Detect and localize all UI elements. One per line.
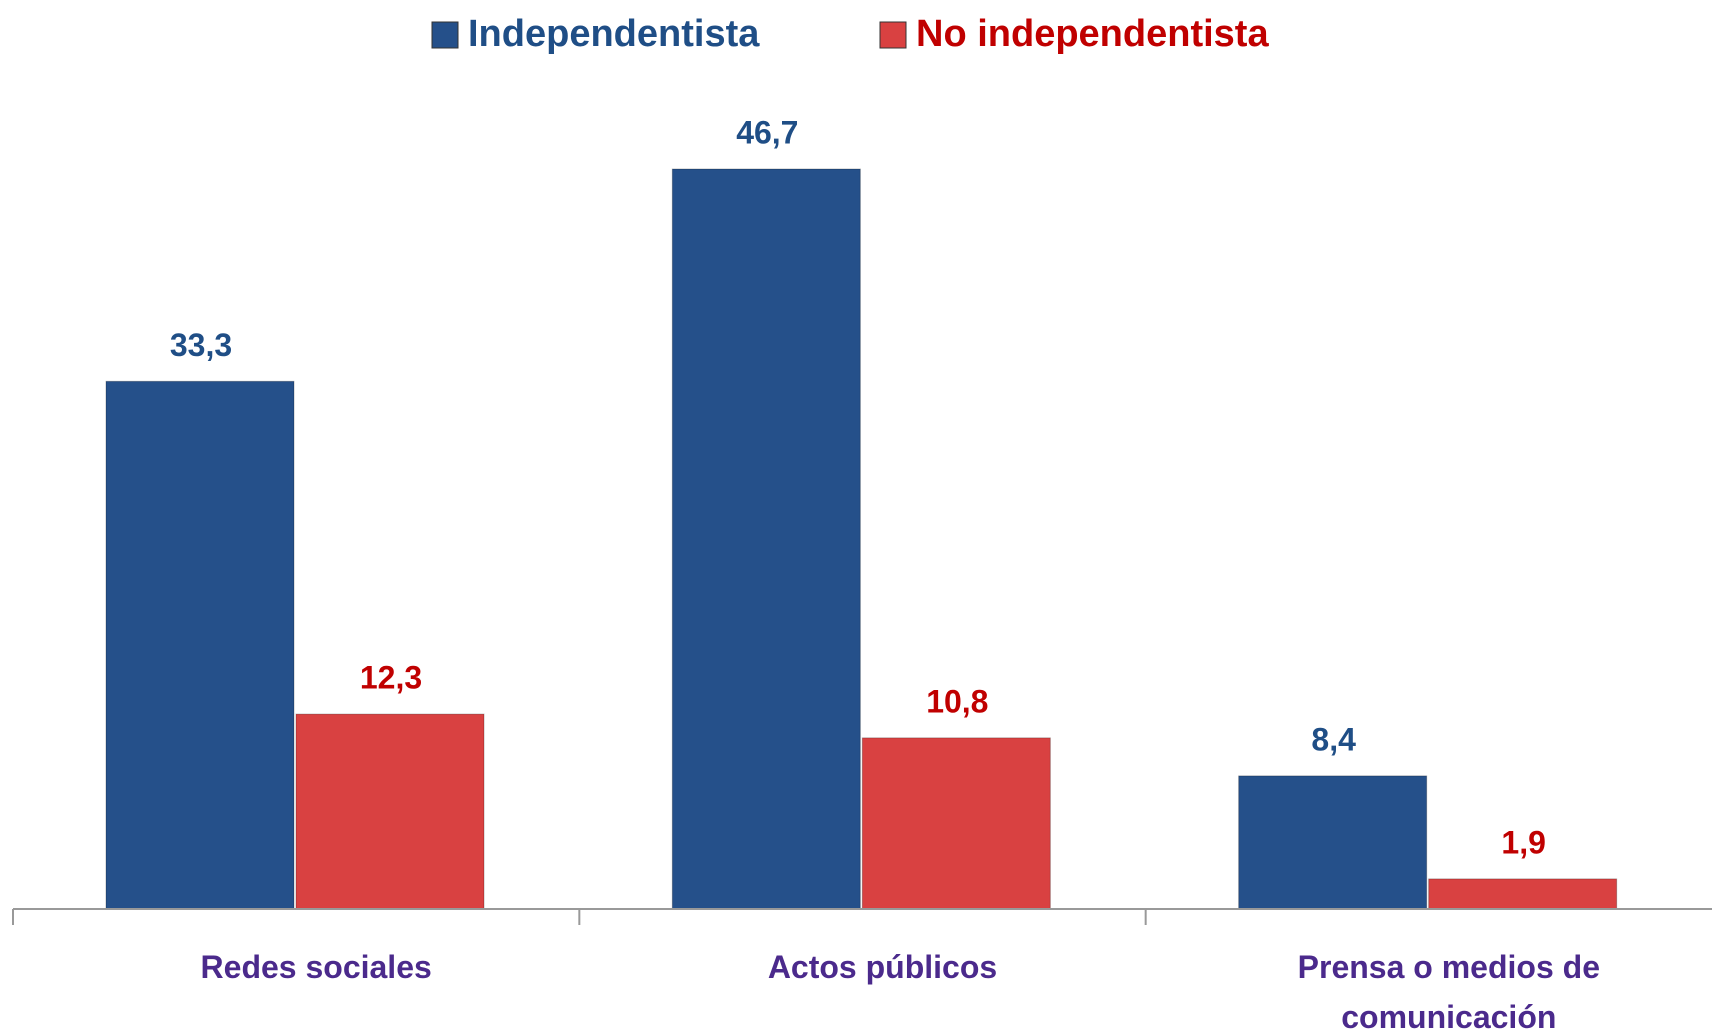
- bar: [105, 380, 295, 910]
- legend-label: Independentista: [468, 13, 760, 55]
- bar: [861, 737, 1051, 910]
- value-label: 46,7: [736, 114, 798, 150]
- value-label: 1,9: [1501, 824, 1545, 860]
- value-label: 33,3: [170, 327, 232, 363]
- value-label: 12,3: [360, 660, 422, 696]
- x-tick-label: Prensa o medios de comunicación: [1297, 949, 1600, 1034]
- x-tick-label: Actos públicos: [767, 949, 998, 985]
- bar: [295, 713, 485, 910]
- bar: [1238, 775, 1428, 910]
- bar: [1428, 878, 1618, 910]
- legend-swatch: [431, 21, 459, 49]
- legend-label: No independentista: [916, 13, 1269, 55]
- value-label: 10,8: [926, 683, 988, 719]
- bar: [671, 168, 861, 910]
- legend-swatch: [879, 21, 907, 49]
- x-tick-label: Redes sociales: [200, 949, 432, 985]
- value-label: 8,4: [1311, 721, 1356, 757]
